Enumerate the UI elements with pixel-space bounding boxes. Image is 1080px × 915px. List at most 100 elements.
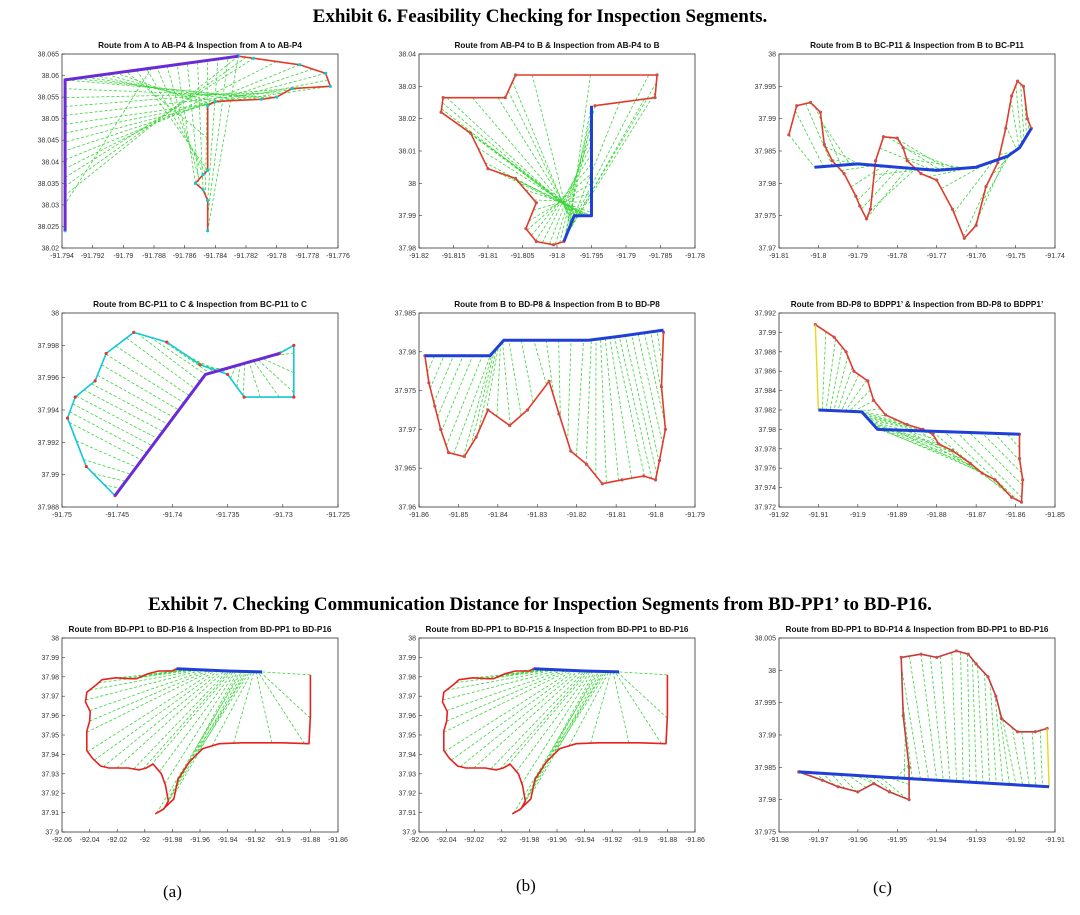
y-tick-label: 37.992: [38, 440, 60, 447]
point-boundary: [883, 413, 888, 417]
y-tick-label: 37.982: [755, 408, 777, 415]
inspection-line: [788, 134, 815, 168]
y-tick-label: 37.93: [398, 771, 416, 778]
chart-panel-7: Route from BD-PP1 to BD-P16 & Inspection…: [18, 620, 348, 858]
point-boundary: [844, 350, 848, 354]
point-boundary: [659, 385, 664, 389]
x-tick-label: -91.97: [808, 837, 828, 844]
y-tick-label: 37.97: [41, 694, 59, 701]
inspection-line: [64, 67, 153, 205]
y-tick-label: 37.98: [758, 797, 776, 804]
x-tick-label: -91.84: [488, 512, 508, 519]
series-route: [424, 328, 664, 358]
inspection-line: [558, 340, 561, 419]
inspection-line: [485, 346, 499, 416]
plot-frame: [418, 637, 696, 833]
y-tick-label: 37.975: [755, 830, 777, 837]
inspection-line: [105, 73, 212, 104]
inspection-line: [847, 774, 867, 788]
x-tick-label: -91.95: [887, 837, 907, 844]
point-boundary: [427, 381, 431, 385]
x-tick-label: -91.75: [1006, 253, 1026, 260]
y-tick-label: 37.985: [395, 311, 417, 318]
inspection-line: [876, 428, 974, 467]
x-tick-label: -91.77: [927, 253, 947, 260]
inspection-line: [156, 67, 204, 175]
point-boundary: [620, 478, 624, 482]
inspection-line: [108, 669, 195, 680]
inspection-line: [164, 671, 245, 808]
point-boundary: [584, 462, 589, 466]
inspection-line: [566, 92, 656, 235]
inspection-line: [516, 179, 591, 217]
inspection-line: [861, 167, 900, 210]
point-boundary: [881, 135, 886, 139]
point-boundary: [193, 181, 197, 185]
x-tick-label: -91.81: [606, 512, 626, 519]
inspection-line: [520, 340, 534, 403]
x-tick-label: -91.786: [173, 253, 197, 260]
point-boundary: [328, 84, 332, 88]
inspection-line: [981, 432, 1022, 474]
point-boundary: [852, 369, 856, 373]
chart-title: Route from BD-PP1 to BD-P15 & Inspection…: [426, 625, 689, 634]
y-tick-label: 38.055: [38, 95, 60, 102]
point-boundary: [514, 176, 518, 181]
inspection-line: [879, 147, 933, 171]
y-tick-label: 37.988: [755, 349, 777, 356]
y-tick-label: 37.97: [758, 246, 776, 253]
inspection-line: [554, 125, 592, 245]
inspection-line: [531, 74, 571, 226]
y-tick-label: 37.978: [755, 446, 777, 453]
y-tick-label: 37.98: [758, 181, 776, 188]
inspection-line: [874, 168, 925, 176]
inspection-line: [496, 343, 501, 417]
inspection-line: [103, 484, 121, 489]
y-tick-label: 38.06: [41, 73, 59, 80]
inspection-line: [470, 132, 584, 216]
point-boundary: [935, 178, 939, 182]
inspection-line: [156, 671, 243, 814]
inspection-line: [105, 353, 185, 404]
inspection-line: [821, 331, 827, 411]
inspection-line: [619, 671, 668, 676]
x-tick-label: -92: [497, 837, 507, 844]
y-tick-label: 37.995: [755, 700, 777, 707]
plot-frame: [418, 53, 696, 249]
x-tick-label: -91.88: [657, 837, 677, 844]
exhibit-7-title: Exhibit 7. Checking Communication Distan…: [148, 594, 932, 615]
inspection-line: [75, 78, 262, 100]
y-tick-label: 37.985: [755, 149, 777, 156]
inspection-line: [242, 363, 246, 396]
chart-title: Route from BD-PP1 to BD-P14 & Inspection…: [786, 625, 1049, 634]
inspection-line: [866, 417, 927, 432]
x-tick-label: -91.92: [769, 512, 789, 519]
point-boundary: [206, 198, 210, 203]
inspection-line: [437, 355, 464, 418]
inspection-line: [69, 411, 148, 454]
point-boundary: [1017, 456, 1022, 461]
inspection-line: [261, 357, 295, 374]
series-route: [814, 127, 1033, 172]
plot-frame: [61, 637, 339, 833]
inspection-line: [465, 669, 552, 680]
x-tick-label: -91.78: [267, 253, 287, 260]
x-tick-label: -91.92: [1006, 837, 1026, 844]
inspection-line: [567, 340, 572, 442]
inspection-line: [516, 670, 592, 772]
point-boundary: [503, 96, 507, 100]
point-boundary: [822, 142, 826, 147]
inspection-line: [568, 74, 650, 231]
y-tick-label: 38.03: [41, 202, 59, 209]
x-tick-label: -91.8: [810, 253, 826, 260]
series-yellow-edge: [1046, 728, 1050, 787]
y-tick-label: 38.02: [41, 246, 59, 253]
inspection-line: [833, 356, 849, 411]
chart-panel-5: Route from B to BD-P8 & Inspection from …: [375, 295, 705, 533]
chart-title: Route from BD-P8 to BDPP1’ & Inspection …: [791, 300, 1043, 309]
inspection-line: [64, 57, 254, 178]
chart-svg: Route from B to BC-P11 & Inspection from…: [755, 41, 1065, 260]
x-tick-label: -91.73: [273, 512, 293, 519]
inspection-line: [972, 156, 1007, 229]
x-tick-label: -91.81: [478, 253, 498, 260]
